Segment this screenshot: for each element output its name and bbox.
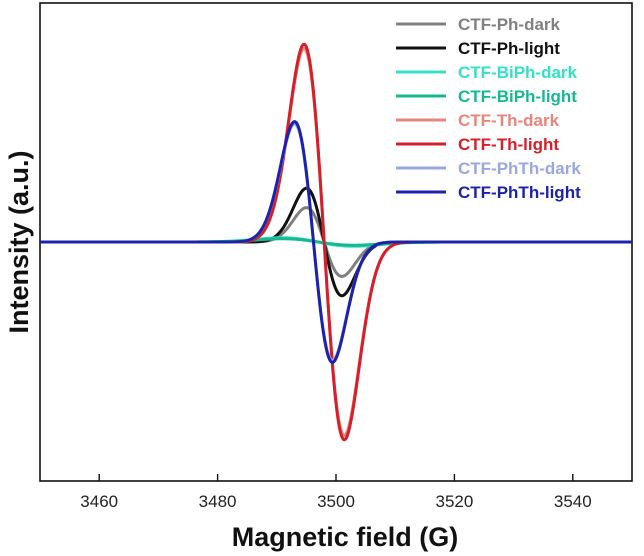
legend-label: CTF-Th-light — [458, 135, 559, 154]
x-tick-label: 3540 — [554, 492, 592, 511]
x-tick-label: 3500 — [317, 492, 355, 511]
legend-label: CTF-Ph-dark — [458, 15, 561, 34]
legend-label: CTF-Th-dark — [458, 111, 560, 130]
series-line-ctf-phth-light — [39, 120, 633, 364]
x-axis-title: Magnetic field (G) — [232, 522, 459, 552]
legend-label: CTF-Ph-light — [458, 39, 560, 58]
x-tick-label: 3520 — [435, 492, 473, 511]
legend-label: CTF-PhTh-light — [458, 183, 581, 202]
x-tick-label: 3460 — [80, 492, 118, 511]
y-axis-title: Intensity (a.u.) — [4, 150, 34, 333]
legend-label: CTF-BiPh-light — [458, 87, 577, 106]
legend-label: CTF-BiPh-dark — [458, 63, 578, 82]
legend-label: CTF-PhTh-dark — [458, 159, 581, 178]
x-tick-label: 3480 — [199, 492, 237, 511]
legend: CTF-Ph-dark CTF-Ph-light CTF-BiPh-dark CTF-… — [396, 15, 581, 202]
series-layer — [39, 42, 633, 442]
x-axis-ticks: 3460 3480 3500 3520 3540 — [80, 474, 592, 511]
